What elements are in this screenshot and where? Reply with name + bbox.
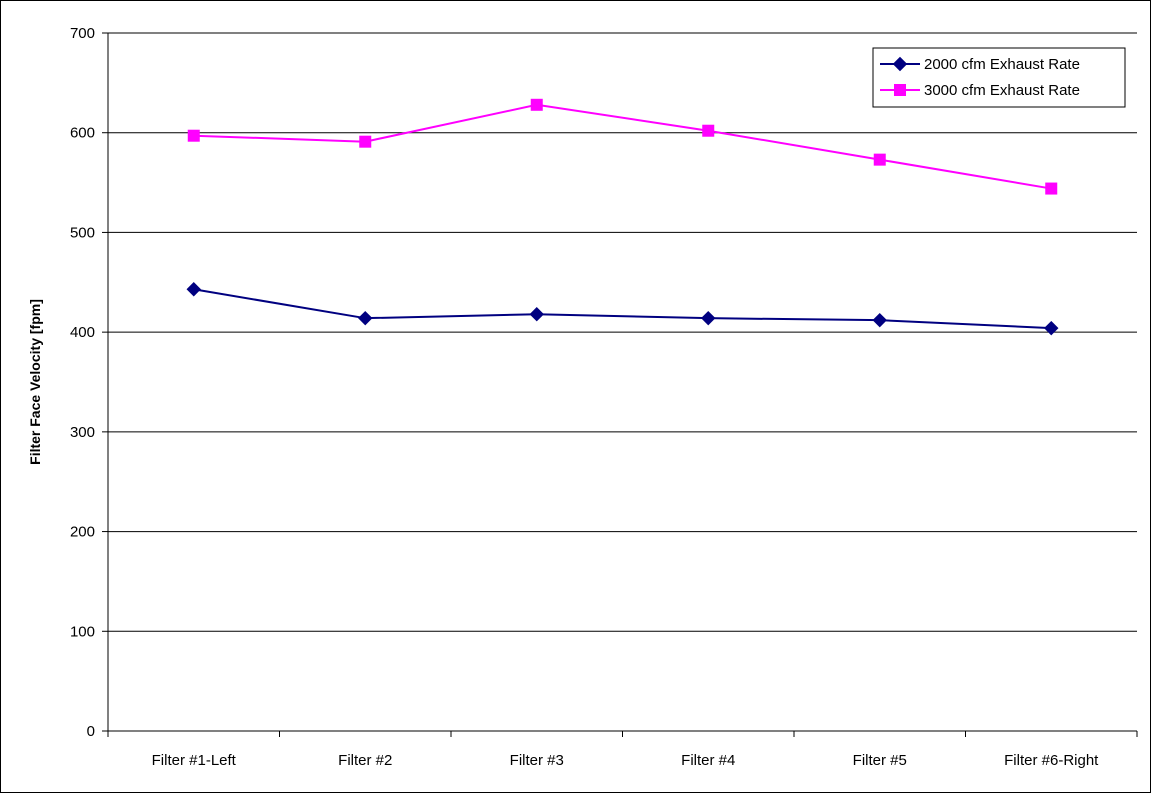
y-tick-label: 100 xyxy=(70,623,95,640)
data-point-series-2 xyxy=(187,129,200,142)
series-lines xyxy=(193,103,1052,330)
data-point-series-2 xyxy=(359,135,372,148)
data-point-series-1 xyxy=(701,310,716,326)
data-point-series-1 xyxy=(186,282,201,297)
data-point-series-1 xyxy=(1044,320,1059,336)
legend-label: 2000 cfm Exhaust Rate xyxy=(924,56,1080,73)
y-tick-label: 200 xyxy=(70,524,95,541)
data-point-series-1 xyxy=(872,312,887,328)
y-tick-label: 0 xyxy=(87,723,95,740)
tick-labels: 0 100 200 300 400 500 600 700 Filter #1-Left Filt… xyxy=(70,25,1099,769)
series-line-1 xyxy=(193,288,1052,330)
x-tick-label: Filter #1-Left xyxy=(152,752,237,769)
x-tick-label: Filter #5 xyxy=(853,752,907,769)
axes xyxy=(102,32,1138,737)
series-markers xyxy=(186,98,1059,336)
data-point-series-2 xyxy=(873,153,886,166)
legend-label: 3000 cfm Exhaust Rate xyxy=(924,82,1080,99)
legend: 2000 cfm Exhaust Rate 3000 cfm Exhaust Ra… xyxy=(872,47,1126,108)
y-axis-title: Filter Face Velocity [fpm] xyxy=(27,299,43,465)
y-tick-label: 300 xyxy=(70,424,95,441)
y-tick-label: 700 xyxy=(70,25,95,42)
gridlines xyxy=(108,32,1137,632)
x-tick-label: Filter #4 xyxy=(681,752,735,769)
series-line-2 xyxy=(193,103,1052,190)
y-tick-label: 600 xyxy=(70,125,95,142)
legend-swatch-marker xyxy=(892,56,908,72)
data-point-series-1 xyxy=(358,310,373,326)
y-tick-label: 500 xyxy=(70,224,95,241)
x-tick-label: Filter #2 xyxy=(338,752,392,769)
data-point-series-2 xyxy=(1045,182,1058,195)
x-tick-label: Filter #6-Right xyxy=(1004,752,1099,769)
y-tick-label: 400 xyxy=(70,324,95,341)
data-point-series-2 xyxy=(530,98,543,111)
legend-swatch-marker xyxy=(894,84,906,96)
legend-box xyxy=(872,47,1126,108)
data-point-series-2 xyxy=(702,124,715,137)
x-tick-label: Filter #3 xyxy=(510,752,564,769)
data-point-series-1 xyxy=(529,306,544,322)
